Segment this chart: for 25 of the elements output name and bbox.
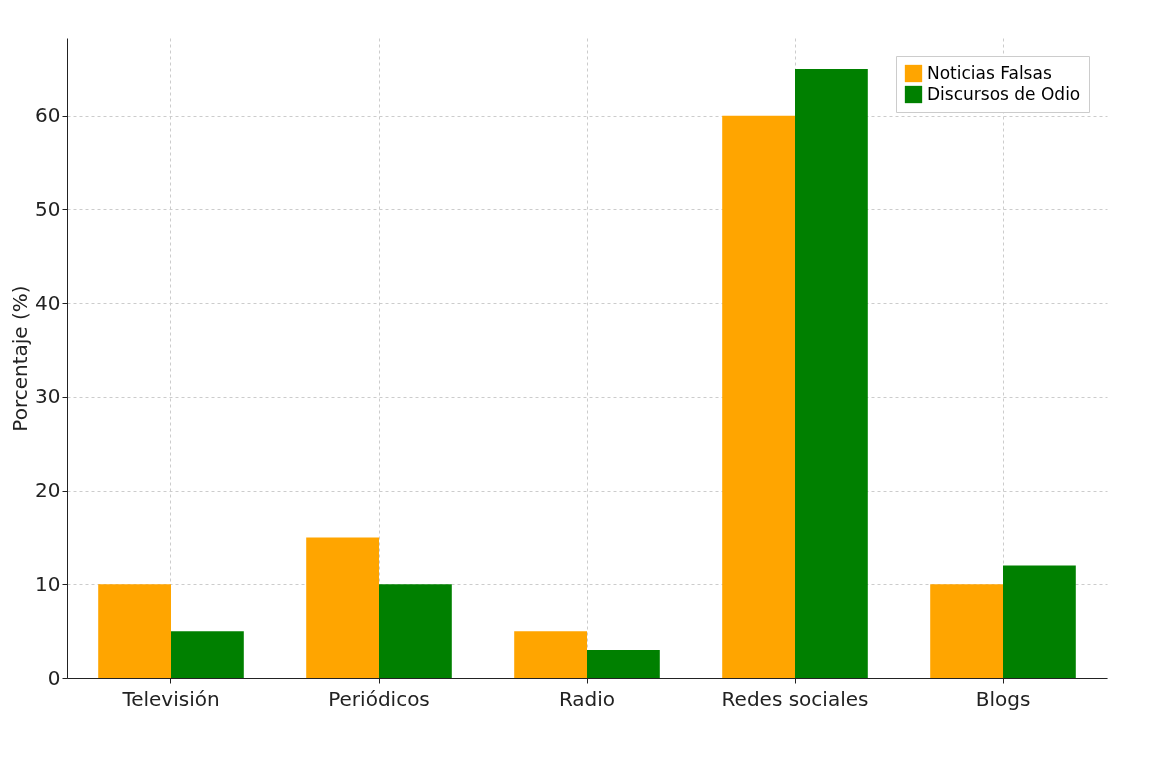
bar — [379, 584, 452, 678]
y-tick-label: 60 — [35, 103, 61, 128]
bar — [1003, 565, 1076, 678]
bar — [514, 631, 587, 678]
bar — [722, 115, 795, 678]
bar — [306, 537, 379, 678]
bar — [587, 649, 660, 678]
y-tick-label: 20 — [35, 478, 61, 503]
x-tick-label: Periódicos — [328, 686, 430, 711]
bar — [171, 631, 244, 678]
legend-label: Noticias Falsas — [927, 62, 1052, 83]
y-tick-label: 50 — [35, 196, 61, 221]
bar — [98, 584, 171, 678]
x-tick-label: Radio — [558, 686, 616, 711]
bar — [930, 584, 1003, 678]
y-tick-label: 40 — [35, 290, 61, 315]
bar — [795, 68, 868, 678]
y-tick-label: 0 — [47, 665, 61, 690]
x-tick-label: Blogs — [975, 686, 1031, 711]
y-tick-label: 10 — [35, 571, 61, 596]
x-tick-label: Televisión — [121, 686, 220, 711]
x-tick-label: Redes sociales — [721, 686, 869, 711]
y-tick-label: 30 — [35, 384, 61, 409]
y-axis-title: Porcentaje (%) — [8, 285, 33, 432]
legend-label: Discursos de Odio — [927, 83, 1081, 104]
